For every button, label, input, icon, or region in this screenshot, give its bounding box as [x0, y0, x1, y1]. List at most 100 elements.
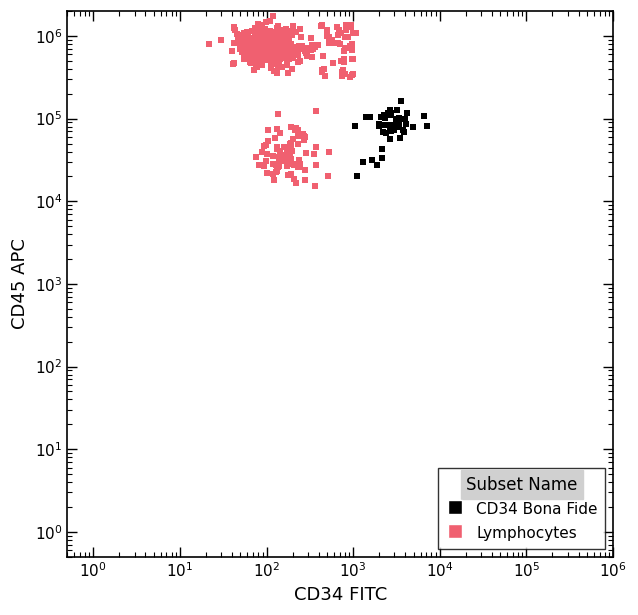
Point	[246, 53, 256, 63]
Point	[247, 56, 257, 66]
Point	[275, 50, 285, 60]
Point	[267, 28, 278, 38]
Point	[281, 42, 292, 52]
Point	[250, 36, 260, 46]
Point	[269, 44, 279, 54]
Point	[392, 105, 402, 115]
Point	[311, 143, 321, 153]
Point	[299, 46, 309, 56]
Point	[239, 42, 249, 52]
Point	[273, 40, 283, 50]
Point	[273, 50, 283, 60]
Point	[375, 119, 385, 129]
Point	[276, 42, 286, 52]
Point	[269, 175, 279, 185]
Point	[278, 26, 288, 36]
Point	[276, 50, 286, 60]
Point	[360, 112, 371, 122]
Point	[265, 34, 276, 44]
Point	[299, 135, 309, 145]
Point	[285, 54, 295, 64]
Point	[266, 47, 276, 57]
Point	[256, 31, 267, 41]
Point	[333, 31, 343, 41]
Point	[341, 20, 351, 30]
Point	[262, 44, 272, 54]
Point	[248, 41, 258, 50]
Point	[281, 25, 292, 35]
Point	[348, 28, 359, 38]
Point	[396, 97, 406, 106]
Point	[278, 35, 288, 45]
Point	[261, 18, 271, 28]
Point	[278, 39, 288, 49]
Point	[249, 52, 260, 62]
Point	[269, 151, 279, 161]
Point	[278, 50, 288, 60]
Point	[274, 159, 284, 169]
Point	[283, 170, 293, 180]
Point	[318, 51, 328, 61]
Point	[320, 71, 330, 81]
Point	[282, 161, 292, 171]
Point	[269, 50, 279, 60]
Point	[350, 122, 360, 132]
Point	[262, 149, 272, 159]
Point	[281, 144, 292, 154]
Point	[249, 32, 260, 42]
Point	[328, 58, 338, 68]
Point	[249, 58, 260, 68]
Point	[284, 47, 294, 57]
Point	[281, 44, 292, 54]
Point	[264, 54, 274, 63]
Point	[277, 62, 287, 72]
Point	[285, 138, 295, 148]
Point	[385, 109, 395, 119]
Point	[260, 46, 270, 55]
Point	[253, 52, 263, 62]
Point	[271, 52, 281, 62]
Point	[278, 53, 288, 63]
Point	[283, 36, 293, 46]
Point	[419, 111, 429, 121]
Point	[270, 45, 280, 55]
Point	[256, 34, 267, 44]
Point	[257, 59, 267, 69]
Point	[422, 121, 432, 131]
Point	[293, 140, 303, 149]
Point	[267, 38, 277, 48]
Point	[263, 47, 273, 57]
Point	[286, 47, 297, 57]
Point	[230, 25, 241, 35]
Point	[283, 147, 293, 157]
Point	[302, 52, 312, 62]
Point	[295, 56, 306, 66]
Point	[290, 178, 300, 188]
Point	[293, 162, 303, 172]
Point	[299, 132, 309, 142]
Point	[271, 55, 281, 65]
Point	[291, 123, 301, 133]
Point	[265, 41, 276, 51]
Point	[228, 23, 239, 33]
Point	[384, 120, 394, 130]
Point	[242, 50, 253, 60]
Point	[269, 52, 279, 62]
Point	[235, 41, 246, 51]
Point	[336, 28, 346, 38]
Point	[348, 54, 358, 64]
Point	[274, 34, 284, 44]
Point	[265, 16, 276, 26]
Point	[264, 46, 274, 55]
Point	[347, 45, 357, 55]
Point	[267, 39, 277, 49]
Point	[340, 43, 350, 53]
Point	[253, 62, 263, 72]
Point	[227, 46, 237, 56]
Y-axis label: CD45 APC: CD45 APC	[11, 239, 29, 330]
Point	[252, 54, 262, 64]
Point	[322, 31, 332, 41]
Point	[244, 48, 254, 58]
Point	[258, 55, 269, 65]
Point	[282, 50, 292, 60]
